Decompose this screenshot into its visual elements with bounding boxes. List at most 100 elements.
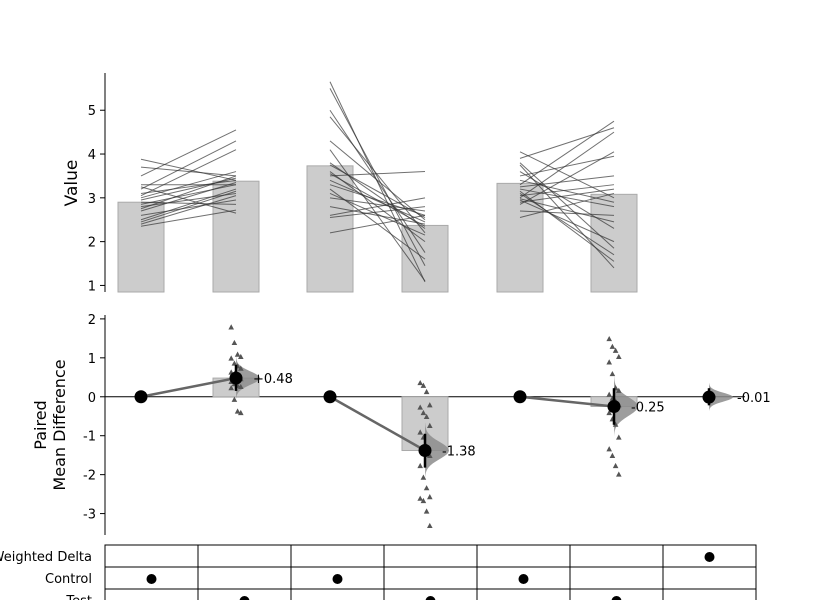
table-cell xyxy=(662,588,757,600)
paired-line-g3-16 xyxy=(519,210,615,216)
individual-delta-point xyxy=(612,462,619,469)
table-cell xyxy=(476,588,571,600)
paired-line-g1-3 xyxy=(140,199,237,216)
individual-delta-point xyxy=(238,383,244,390)
individual-delta-point xyxy=(616,387,622,393)
individual-delta-point xyxy=(609,370,616,377)
individual-delta-point xyxy=(228,324,234,330)
raw-tick-label: 2 xyxy=(88,236,96,251)
paired-line-g3-1 xyxy=(519,127,615,159)
paired-line-g1-17 xyxy=(140,166,237,177)
individual-delta-point xyxy=(231,360,238,366)
delta-tick-label: -3 xyxy=(83,508,96,523)
individual-delta-point xyxy=(417,495,423,501)
paired-line-g2-2 xyxy=(329,109,426,253)
paired-line-g2-18 xyxy=(329,173,426,227)
individual-delta-point xyxy=(417,404,423,410)
individual-delta-point xyxy=(612,421,619,427)
effect-size-point-3 xyxy=(607,400,621,414)
individual-delta-point xyxy=(234,351,241,357)
individual-delta-point xyxy=(420,497,427,504)
individual-delta-point xyxy=(427,452,433,458)
individual-delta-point xyxy=(612,347,619,353)
control-reference-point-1 xyxy=(134,390,148,404)
control-reference-point-3 xyxy=(513,390,527,404)
individual-delta-point xyxy=(417,462,423,469)
individual-delta-point xyxy=(423,485,430,491)
paired-line-g3-11 xyxy=(519,184,615,197)
delta-tick-label: -1 xyxy=(83,430,96,445)
paired-line-g2-17 xyxy=(329,214,426,234)
table-cell xyxy=(383,544,478,568)
effect-connector-2 xyxy=(329,395,426,452)
paired-line-g1-7 xyxy=(140,184,237,205)
table-cell xyxy=(197,544,292,568)
paired-line-g3-5 xyxy=(519,155,615,177)
paired-line-g3-7 xyxy=(519,120,615,186)
individual-delta-point xyxy=(228,385,234,391)
table-cell xyxy=(569,588,664,600)
table-cell xyxy=(569,566,664,590)
paired-line-g3-10 xyxy=(519,193,615,256)
bootstrap-violin-2 xyxy=(425,422,449,479)
effect-label-2: -1.38 xyxy=(442,445,476,460)
paired-lines xyxy=(140,81,615,283)
paired-line-g3-4 xyxy=(519,171,615,229)
paired-line-g1-18 xyxy=(140,158,237,181)
table-cell xyxy=(569,544,664,568)
individual-delta-point xyxy=(231,339,238,346)
mean-bar-control-3 xyxy=(496,182,544,293)
table-dot xyxy=(239,596,250,600)
raw-tick-label: 3 xyxy=(88,192,96,207)
individual-delta-point xyxy=(423,413,430,420)
table-cell xyxy=(476,544,571,568)
paired-line-g1-16 xyxy=(140,129,237,177)
raw-tick-label: 1 xyxy=(88,279,96,294)
paired-line-g1-13 xyxy=(140,140,237,190)
individual-delta-point xyxy=(238,409,244,416)
individual-delta-point xyxy=(606,359,612,365)
individual-delta-point xyxy=(417,429,423,435)
table-cell xyxy=(197,566,292,590)
paired-line-g2-14 xyxy=(329,206,426,225)
individual-delta-point xyxy=(606,446,612,452)
table-cell xyxy=(662,566,757,590)
table-dot xyxy=(425,596,436,600)
raw-tick-label: 4 xyxy=(88,148,96,163)
individual-delta-point xyxy=(616,471,622,477)
paired-line-g2-16 xyxy=(329,206,426,219)
individual-delta-point xyxy=(427,402,433,408)
effect-connectors xyxy=(140,376,615,452)
table-cell xyxy=(197,588,292,600)
raw-y-ticks: 1 2 3 4 5 xyxy=(88,104,105,294)
paired-line-g2-3 xyxy=(329,116,426,234)
paired-line-g1-1 xyxy=(140,195,237,225)
mean-bars xyxy=(117,165,638,293)
paired-line-g3-9 xyxy=(519,188,615,208)
delta-y-ticks: -3 -2 -1 0 1 2 xyxy=(83,313,105,523)
table-row-label: Weighted Delta xyxy=(0,550,92,565)
paired-line-g1-4 xyxy=(140,182,237,212)
paired-line-g3-17 xyxy=(519,192,615,219)
table-cell xyxy=(383,566,478,590)
individual-delta-point xyxy=(238,365,244,371)
paired-line-g3-14 xyxy=(519,188,615,203)
effect-markers xyxy=(134,364,716,468)
raw-data-panel: 1 2 3 4 5 Value xyxy=(62,73,638,294)
delta-tick-label: 0 xyxy=(88,391,96,406)
paired-line-g1-19 xyxy=(140,190,237,223)
paired-line-g2-19 xyxy=(329,192,426,236)
individual-delta-point xyxy=(606,409,612,416)
paired-line-g1-14 xyxy=(140,186,237,214)
bootstrap-violin-weighted xyxy=(709,383,733,412)
individual-delta-point xyxy=(609,452,616,458)
effect-connector-3 xyxy=(519,395,615,408)
control-reference-point-2 xyxy=(323,390,337,404)
mean-bar-test-3 xyxy=(590,193,638,293)
individual-delta-point xyxy=(234,408,241,414)
paired-line-g2-10 xyxy=(329,179,426,223)
paired-line-g1-0 xyxy=(140,209,237,227)
table-dot xyxy=(332,574,343,584)
mean-bar-control-1 xyxy=(117,201,165,293)
raw-y-axis-label: Value xyxy=(62,160,82,207)
